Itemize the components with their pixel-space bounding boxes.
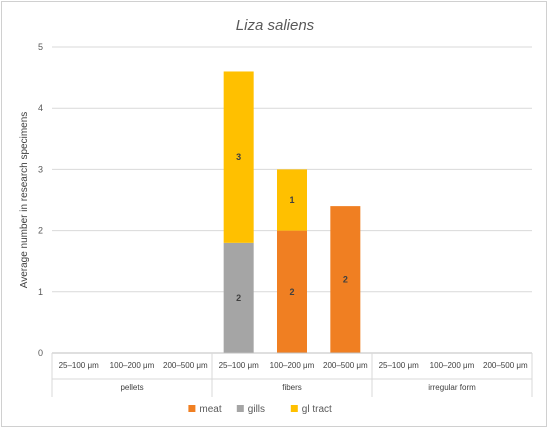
y-tick-label: 4 (38, 103, 43, 113)
bar-meat (277, 230, 307, 353)
bar-gl-tract (277, 169, 307, 231)
legend-swatch-gills (236, 405, 244, 412)
data-label: 1 (289, 195, 294, 205)
legend-label: meat (199, 404, 221, 415)
y-tick-label: 0 (38, 348, 43, 358)
bar-gills (223, 242, 254, 353)
y-tick-label: 5 (38, 42, 43, 52)
y-tick-label: 3 (38, 164, 43, 174)
legend: meat gills gl tract (188, 404, 332, 415)
y-tick-label: 1 (38, 287, 43, 297)
x-tick-label: 100–200 μm (270, 361, 315, 370)
legend-swatch-meat (188, 405, 196, 412)
x-tick-label: 100–200 μm (430, 361, 475, 370)
x-axis: pellets 25–100 μm 100–200 μm 200–500 μm fibe… (51, 352, 533, 397)
chart-title: Liza saliens (236, 17, 315, 34)
bar-meat (330, 206, 361, 353)
legend-swatch-gl-tract (290, 405, 298, 412)
data-label: 2 (236, 293, 241, 303)
group-label: pellets (120, 383, 143, 392)
x-tick-label: 200–500 μm (483, 361, 528, 370)
legend-label: gl tract (302, 404, 332, 415)
x-tick-label: 200–500 μm (163, 361, 208, 370)
data-label: 2 (343, 275, 348, 285)
group-label: irregular form (428, 383, 476, 392)
x-tick-label: 100–200 μm (110, 361, 155, 370)
data-label: 2 (289, 287, 294, 297)
x-tick-label: 200–500 μm (323, 361, 368, 370)
x-tick-label: 25–100 μm (59, 361, 100, 370)
bar-gl-tract (223, 71, 254, 243)
group-label: fibers (282, 383, 302, 392)
legend-label: gills (248, 404, 265, 415)
y-axis-label: Average number in research specimens (19, 112, 30, 289)
y-tick-label: 2 (38, 226, 43, 236)
y-axis: 0 1 2 3 4 5 (38, 42, 43, 358)
x-tick-label: 25–100 μm (219, 361, 260, 370)
x-tick-label: 25–100 μm (379, 361, 420, 370)
data-label: 3 (236, 152, 241, 162)
bars: 2 3 2 1 2 (223, 71, 361, 353)
